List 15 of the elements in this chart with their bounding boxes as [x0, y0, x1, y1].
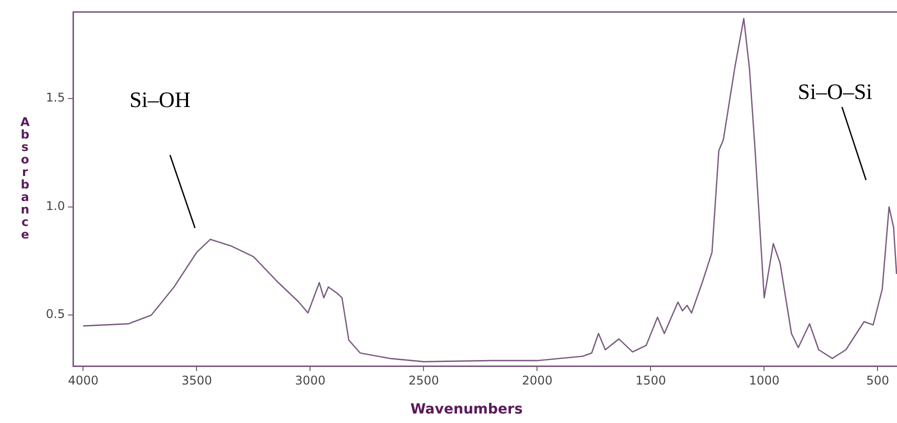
x-tick-label: 1500	[635, 373, 666, 388]
x-tick-label: 500	[866, 373, 890, 388]
y-tick-label: 0.5	[46, 307, 65, 322]
y-tick-label: 1.5	[46, 90, 65, 105]
x-tick-label: 1000	[748, 373, 780, 388]
annotation: Si–OH	[129, 87, 191, 112]
x-tick-label: 2500	[408, 373, 439, 388]
y-tick-label: 1.0	[46, 198, 65, 213]
x-tick-label: 2000	[522, 373, 552, 388]
x-tick-label: 4000	[68, 373, 98, 388]
text: Absorbance	[20, 114, 30, 242]
x-tick-label: 3000	[294, 373, 326, 388]
annotation: Si–O–Si	[798, 79, 872, 104]
x-tick-label: 3500	[181, 373, 212, 388]
x-axis-title: Wavenumbers	[410, 402, 523, 418]
